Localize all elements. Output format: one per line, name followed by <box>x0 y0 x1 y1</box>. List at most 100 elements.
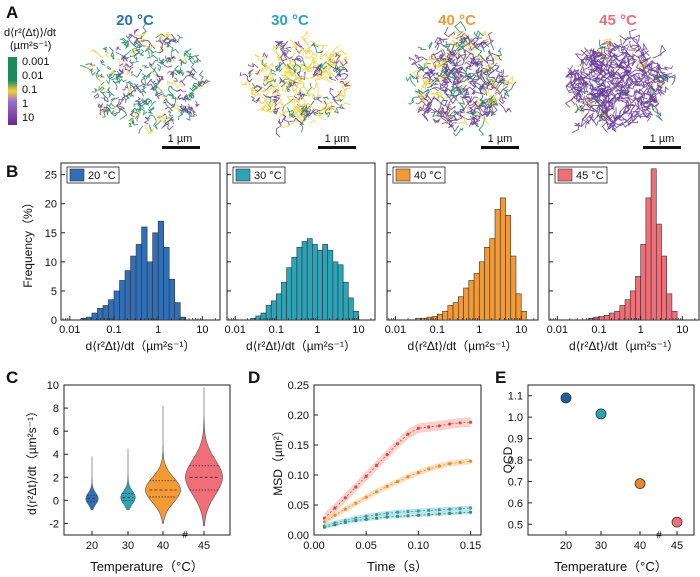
trajectory <box>279 76 286 84</box>
trajectory <box>123 43 129 47</box>
trajectory <box>265 105 275 113</box>
trajectory <box>247 62 259 69</box>
trajectory <box>105 91 112 98</box>
trajectory <box>292 108 305 124</box>
legend-swatch <box>557 168 573 182</box>
trajectory <box>124 93 135 103</box>
trajectory <box>100 73 105 78</box>
trajectory <box>479 39 487 49</box>
trajectory <box>184 48 192 58</box>
trajectory <box>163 39 180 45</box>
trajectory <box>158 48 165 52</box>
qcd-point <box>634 478 646 490</box>
histogram-bar <box>119 280 126 321</box>
trajectory <box>467 95 473 104</box>
trajectory <box>272 44 278 55</box>
data-point <box>333 513 337 517</box>
trajectory <box>431 97 448 107</box>
data-point <box>364 474 368 478</box>
histogram: 0.01 0.1 1 10 40 °C d⟨r²Δt⟩/dt（µm²s⁻¹） <box>385 162 539 353</box>
trajectory <box>248 69 254 78</box>
trajectory <box>627 115 632 124</box>
trajectory <box>310 40 324 47</box>
trajectory <box>135 35 143 45</box>
trajectory <box>130 107 140 119</box>
trajectory <box>323 96 329 100</box>
trajectory <box>469 80 477 88</box>
y-tick-label: 10 <box>45 257 57 269</box>
trajectory <box>479 54 490 65</box>
trajectory <box>292 69 303 84</box>
trajectory <box>303 110 319 117</box>
trajectory <box>186 111 192 121</box>
x-tick-label: 0.1 <box>106 324 121 336</box>
trajectory <box>601 108 613 114</box>
trajectory <box>299 109 307 122</box>
trajectory <box>448 44 456 55</box>
trajectory <box>612 114 621 122</box>
trajectory <box>109 69 116 74</box>
trajectory <box>100 81 105 86</box>
trajectory <box>273 107 280 116</box>
trajectory <box>277 114 287 125</box>
trajectory <box>641 93 646 104</box>
trajectory <box>246 71 254 76</box>
trajectory <box>477 101 486 108</box>
trajectory <box>443 40 451 49</box>
trajectory <box>308 120 317 124</box>
trajectory <box>250 86 255 96</box>
trajectory <box>620 38 632 57</box>
trajectory <box>605 77 614 92</box>
trajectory <box>144 124 154 134</box>
histogram-bar <box>270 300 277 321</box>
x-tick-label: 30 <box>595 540 607 552</box>
trajectory <box>96 66 101 73</box>
histogram-bar <box>291 256 298 321</box>
trajectory <box>160 95 168 99</box>
data-point <box>375 463 379 467</box>
histogram-bar <box>163 247 170 321</box>
trajectory <box>589 82 602 92</box>
series-line <box>324 507 471 527</box>
trajectory <box>162 37 168 44</box>
histogram-bar <box>650 168 657 321</box>
trajectory <box>157 93 164 97</box>
trajectory <box>274 65 279 72</box>
trajectory <box>301 66 312 72</box>
trajectory <box>252 89 260 99</box>
trajectory <box>601 86 615 97</box>
y-tick-label: 5 <box>51 286 57 298</box>
trajectory <box>190 106 197 117</box>
histogram-bar <box>635 276 641 321</box>
legend-tick: 1 <box>22 98 28 110</box>
histogram-bar <box>296 247 303 321</box>
msd-panel-d: 0.00 0.05 0.10 0.15 0.00 0.05 0.10 0.15 0.20 0.25… <box>271 380 482 574</box>
trajectory <box>627 102 636 117</box>
trajectory <box>171 71 178 78</box>
trajectory <box>286 93 301 101</box>
trajectory <box>586 104 593 110</box>
trajectory <box>322 96 330 111</box>
trajectory <box>198 79 211 85</box>
histogram-bar <box>603 315 610 321</box>
trajectory <box>436 108 451 118</box>
trajectory <box>260 98 273 112</box>
x-tick-label: 10 <box>515 324 527 336</box>
error-band <box>324 505 471 529</box>
trajectory <box>640 96 648 106</box>
histogram-bar <box>337 264 344 321</box>
histogram-bar <box>624 299 631 321</box>
trajectory <box>286 107 295 117</box>
trajectory <box>275 119 282 138</box>
trajectory <box>108 109 119 117</box>
trajectory <box>590 56 603 67</box>
trajectory <box>150 79 156 86</box>
trajectory <box>483 76 490 94</box>
trajectory <box>621 66 633 79</box>
trajectory <box>144 100 151 106</box>
trajectory <box>195 100 200 107</box>
trajectory <box>271 84 282 96</box>
trajectory <box>131 120 138 126</box>
trajectory <box>281 51 293 60</box>
